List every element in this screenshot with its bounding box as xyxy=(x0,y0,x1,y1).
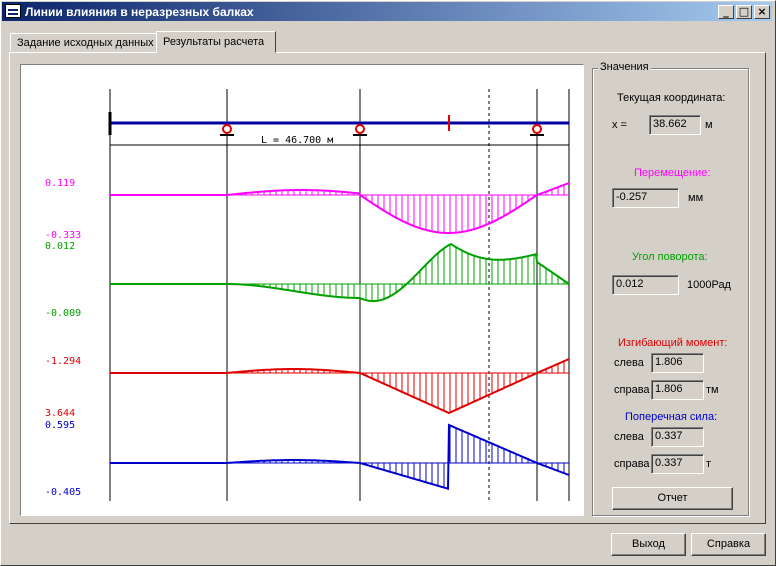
shear-diagram xyxy=(110,423,570,491)
shear-right-field[interactable]: 0.337 xyxy=(651,454,704,474)
coordinate-field[interactable]: 38.662 xyxy=(649,115,701,135)
displacement-max-label: 0.119 xyxy=(45,178,75,189)
hinged-support-2 xyxy=(353,124,367,136)
title-bar[interactable]: Линии влияния в неразрезных балках _ □ × xyxy=(2,2,772,21)
moment-curve xyxy=(110,358,570,415)
tab-input-data[interactable]: Задание исходных данных xyxy=(10,33,157,51)
moment-diagram xyxy=(110,358,570,415)
app-icon xyxy=(5,4,21,18)
displacement-curve xyxy=(110,182,570,234)
influence-lines-plot[interactable]: L = 46.700 м 0.119 -0.333 0.012 -0.009 -… xyxy=(20,64,584,516)
shear-min-label: -0.405 xyxy=(45,487,81,498)
shear-title: Поперечная сила: xyxy=(625,411,718,423)
moment-min-label: 3.644 xyxy=(45,408,75,419)
moment-unit: тм xyxy=(706,384,719,396)
coordinate-unit: м xyxy=(705,119,713,131)
coordinate-title: Текущая координата: xyxy=(617,92,726,104)
rotation-field[interactable]: 0.012 xyxy=(612,275,679,295)
hinged-support-1 xyxy=(220,124,234,136)
shear-unit: т xyxy=(706,458,712,470)
hinged-support-3 xyxy=(530,124,544,136)
maximize-button[interactable]: □ xyxy=(736,5,752,19)
rotation-unit: 1000Рад xyxy=(687,279,731,291)
beam-scheme: L = 46.700 м xyxy=(108,112,569,146)
shear-left-label: слева xyxy=(614,431,644,443)
moment-title: Изгибающий момент: xyxy=(618,337,728,349)
displacement-field[interactable]: -0.257 xyxy=(612,188,679,208)
rotation-diagram xyxy=(110,242,570,303)
moment-right-label: справа xyxy=(614,384,650,396)
rotation-title: Угол поворота: xyxy=(632,251,708,263)
shear-right-label: справа xyxy=(614,458,650,470)
close-button[interactable]: × xyxy=(754,5,770,19)
values-group-title: Значения xyxy=(598,61,651,73)
displacement-diagram xyxy=(110,182,570,234)
minimize-button[interactable]: _ xyxy=(718,5,734,19)
displacement-min-label: -0.333 xyxy=(45,230,81,241)
rotation-curve xyxy=(110,242,570,303)
beam-length-label: L = 46.700 м xyxy=(261,135,333,146)
rotation-min-label: -0.009 xyxy=(45,308,81,319)
shear-max-label: 0.595 xyxy=(45,420,75,431)
moment-max-label: -1.294 xyxy=(45,356,81,367)
shear-left-field[interactable]: 0.337 xyxy=(651,427,704,447)
tab-results[interactable]: Результаты расчета xyxy=(156,31,276,53)
moment-left-field[interactable]: 1.806 xyxy=(651,353,704,373)
displacement-unit: мм xyxy=(688,192,704,204)
exit-button[interactable]: Выход xyxy=(611,533,686,556)
coordinate-prefix: x = xyxy=(612,119,627,131)
axis-labels: 0.119 -0.333 0.012 -0.009 -1.294 3.644 0… xyxy=(45,178,81,498)
moment-left-label: слева xyxy=(614,357,644,369)
shear-curve xyxy=(110,423,570,491)
plot-canvas: L = 46.700 м 0.119 -0.333 0.012 -0.009 -… xyxy=(45,89,570,501)
help-button[interactable]: Справка xyxy=(691,533,766,556)
values-group xyxy=(592,68,749,516)
moment-right-field[interactable]: 1.806 xyxy=(651,380,704,400)
window-title: Линии влияния в неразрезных балках xyxy=(25,5,254,19)
results-panel xyxy=(9,52,766,524)
rotation-max-label: 0.012 xyxy=(45,241,75,252)
displacement-title: Перемещение: xyxy=(634,167,711,179)
report-button[interactable]: Отчет xyxy=(612,487,733,510)
